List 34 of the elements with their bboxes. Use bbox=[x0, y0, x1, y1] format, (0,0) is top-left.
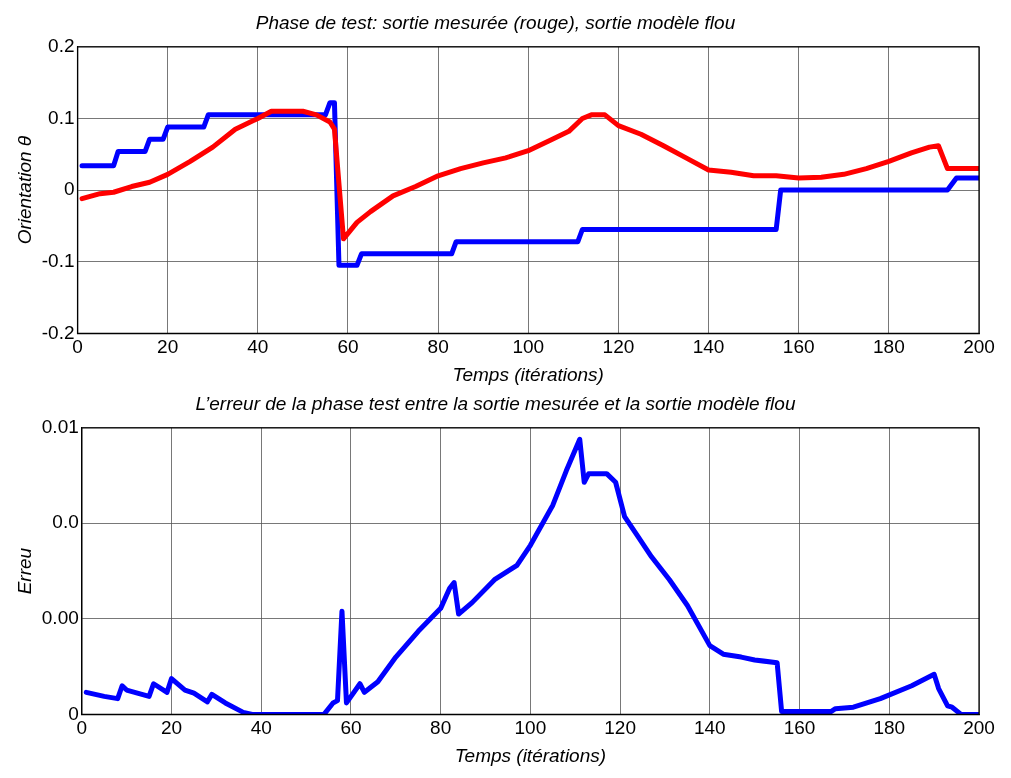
x-tick-label: 60 bbox=[337, 336, 359, 358]
x-tick-label: 80 bbox=[430, 717, 452, 739]
x-tick-label: 180 bbox=[873, 717, 906, 739]
chart-title: L’erreur de la phase test entre la sortie mesurée et la sortie modèle flou bbox=[195, 392, 796, 414]
y-tick-label: 0.00 bbox=[41, 607, 79, 629]
y-tick-label: 0 bbox=[63, 178, 75, 200]
x-tick-label: 80 bbox=[427, 336, 449, 358]
x-tick-label: 160 bbox=[783, 717, 816, 739]
y-tick-label: 0.1 bbox=[48, 106, 75, 128]
y-tick-label: -0.1 bbox=[41, 249, 75, 271]
x-tick-label: 200 bbox=[963, 336, 995, 358]
x-tick-label: 40 bbox=[250, 717, 272, 739]
y-tick-label: 0 bbox=[68, 702, 79, 724]
x-tick-label: 200 bbox=[963, 717, 995, 739]
y-tick-label: 0.0 bbox=[52, 511, 79, 533]
x-tick-label: 120 bbox=[602, 336, 635, 358]
x-tick-label: 20 bbox=[157, 336, 179, 358]
x-tick-label: 160 bbox=[782, 336, 815, 358]
chart-title: Phase de test: sortie mesurée (rouge), sortie modèle flou bbox=[255, 11, 736, 33]
x-axis-title: Temps (itérations) bbox=[454, 744, 607, 766]
x-tick-label: 140 bbox=[693, 717, 726, 739]
x-tick-label: 40 bbox=[247, 336, 269, 358]
x-tick-label: 140 bbox=[692, 336, 725, 358]
x-tick-label: 120 bbox=[604, 717, 636, 739]
x-tick-label: 180 bbox=[873, 336, 905, 358]
x-tick-label: 20 bbox=[160, 717, 183, 739]
x-tick-label: 100 bbox=[514, 717, 547, 739]
x-tick-label: 60 bbox=[340, 717, 362, 739]
x-axis-title: Temps (itérations) bbox=[452, 363, 604, 385]
x-tick-label: 100 bbox=[512, 336, 545, 358]
y-axis-title: Erreu bbox=[13, 547, 35, 595]
y-tick-label: 0.01 bbox=[41, 416, 79, 438]
y-tick-label: 0.2 bbox=[48, 35, 75, 57]
y-axis-title: Orientation θ bbox=[13, 135, 35, 245]
